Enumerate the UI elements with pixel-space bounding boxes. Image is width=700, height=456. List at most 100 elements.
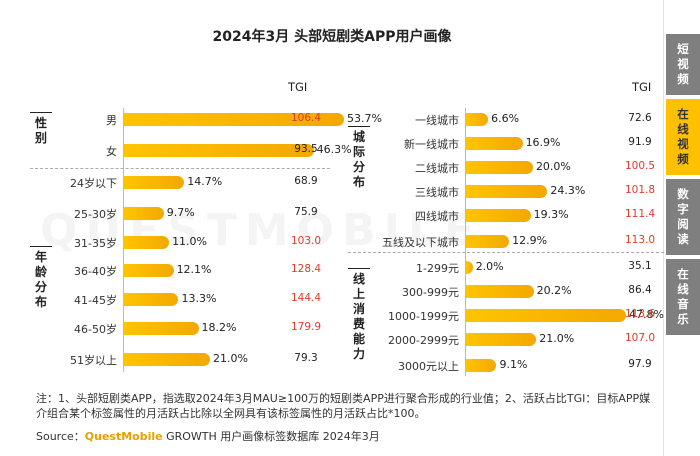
bar <box>124 353 211 366</box>
row-label: 男 <box>106 114 117 127</box>
group-label-1-1: 线上消费能力 <box>352 272 365 361</box>
row-label: 36-40岁 <box>74 265 117 278</box>
watermark: QUESTMOBILE <box>40 205 482 256</box>
value-label: 6.6% <box>491 112 520 125</box>
tgi-value: 75.9 <box>294 206 318 218</box>
row-label: 二线城市 <box>415 162 459 175</box>
row-label: 2000-2999元 <box>388 334 459 347</box>
value-label: 12.1% <box>176 263 212 276</box>
tgi-value: 93.5 <box>294 143 318 155</box>
source-brand: QuestMobile <box>84 430 163 443</box>
source-suffix: GROWTH 用户画像标签数据库 2024年3月 <box>162 430 380 443</box>
bar <box>466 333 537 346</box>
side-tab-0[interactable]: 短视频 <box>666 34 700 95</box>
page-title: 2024年3月 头部短剧类APP用户画像 <box>212 29 452 45</box>
bar <box>466 209 531 222</box>
value-label: 16.9% <box>525 136 561 149</box>
bar <box>466 137 523 150</box>
value-label: 11.0% <box>172 235 208 248</box>
tgi-value: 35.1 <box>628 260 652 272</box>
group-label-1-0: 城际分布 <box>352 130 365 189</box>
row-label: 31-35岁 <box>74 237 117 250</box>
value-label: 9.7% <box>166 206 195 219</box>
side-tab-1[interactable]: 在线视频 <box>666 99 700 175</box>
row-label: 51岁以上 <box>70 354 117 367</box>
value-label: 20.0% <box>535 160 571 173</box>
value-label: 20.2% <box>536 284 572 297</box>
row-label: 46-50岁 <box>74 323 117 336</box>
bar <box>124 176 185 189</box>
tgi-value: 100.5 <box>624 160 656 172</box>
bar <box>466 359 497 372</box>
tgi-value: 101.8 <box>624 184 656 196</box>
group-line-1-1 <box>348 268 370 269</box>
tgi-value: 113.6 <box>624 308 656 320</box>
value-label: 47.8% <box>629 308 664 321</box>
row-label: 25-30岁 <box>74 208 117 221</box>
value-label: 24.3% <box>550 184 586 197</box>
tgi-value: 107.0 <box>624 332 656 344</box>
tgi-value: 79.3 <box>294 352 318 364</box>
bar <box>124 144 314 157</box>
group-line-1-0 <box>348 126 370 127</box>
side-tab-2[interactable]: 数字阅读 <box>666 179 700 255</box>
tgi-value: 111.4 <box>624 208 656 220</box>
tgi-value: 91.9 <box>628 136 652 148</box>
group-separator-0 <box>30 168 330 169</box>
tgi-value: 97.9 <box>628 358 652 370</box>
axis-line-0 <box>123 108 124 372</box>
row-label: 女 <box>106 145 117 158</box>
value-label: 21.0% <box>213 352 248 365</box>
value-label: 2.0% <box>475 260 504 273</box>
bar <box>124 236 170 249</box>
bar <box>466 161 533 174</box>
bar <box>124 264 174 277</box>
row-label: 300-999元 <box>402 286 459 299</box>
row-label: 四线城市 <box>415 210 459 223</box>
value-label: 46.3% <box>316 143 352 156</box>
tgi-header-right: TGI <box>632 80 652 94</box>
tgi-value: 106.4 <box>290 112 322 124</box>
tgi-value: 103.0 <box>290 235 322 247</box>
bar <box>124 322 199 335</box>
tgi-header-left: TGI <box>288 80 308 94</box>
value-label: 21.0% <box>539 332 575 345</box>
tgi-value: 68.9 <box>294 175 318 187</box>
bar <box>466 113 489 126</box>
row-label: 三线城市 <box>415 186 459 199</box>
source-line: Source：QuestMobile GROWTH 用户画像标签数据库 2024… <box>36 428 380 444</box>
value-label: 19.3% <box>533 208 569 221</box>
tgi-value: 179.9 <box>290 321 322 333</box>
report-frame: QUESTMOBILE 2024年3月 头部短剧类APP用户画像 TGI TGI… <box>30 0 664 456</box>
bar <box>124 113 344 126</box>
value-label: 18.2% <box>201 321 237 334</box>
tgi-value: 72.6 <box>628 112 652 124</box>
bar <box>466 185 548 198</box>
bar <box>466 235 510 248</box>
bar <box>124 207 164 220</box>
group-label-0-0: 性别 <box>34 116 47 145</box>
value-label: 12.9% <box>512 234 548 247</box>
axis-line-1 <box>465 108 466 376</box>
group-label-0-1: 年龄分布 <box>34 250 47 309</box>
row-label: 新一线城市 <box>404 138 459 151</box>
value-label: 53.7% <box>347 112 382 125</box>
row-label: 3000元以上 <box>398 360 459 373</box>
bar <box>124 293 179 306</box>
tgi-value: 113.0 <box>624 234 656 246</box>
source-prefix: Source： <box>36 430 85 443</box>
group-line-0-0 <box>30 112 52 113</box>
row-label: 24岁以下 <box>70 177 117 190</box>
tgi-value: 144.4 <box>290 292 322 304</box>
tgi-value: 128.4 <box>290 263 322 275</box>
bar <box>466 309 626 322</box>
bar <box>466 285 534 298</box>
side-tab-3[interactable]: 在线音乐 <box>666 259 700 335</box>
footnote: 注：1、头部短剧类APP，指选取2024年3月MAU≥100万的短剧类APP进行… <box>36 392 651 420</box>
row-label: 1000-1999元 <box>388 310 459 323</box>
value-label: 13.3% <box>181 292 217 305</box>
row-label: 一线城市 <box>415 114 459 127</box>
group-separator-1 <box>348 252 664 253</box>
side-tabs: 短视频在线视频数字阅读在线音乐 <box>666 34 700 339</box>
value-label: 9.1% <box>499 358 528 371</box>
